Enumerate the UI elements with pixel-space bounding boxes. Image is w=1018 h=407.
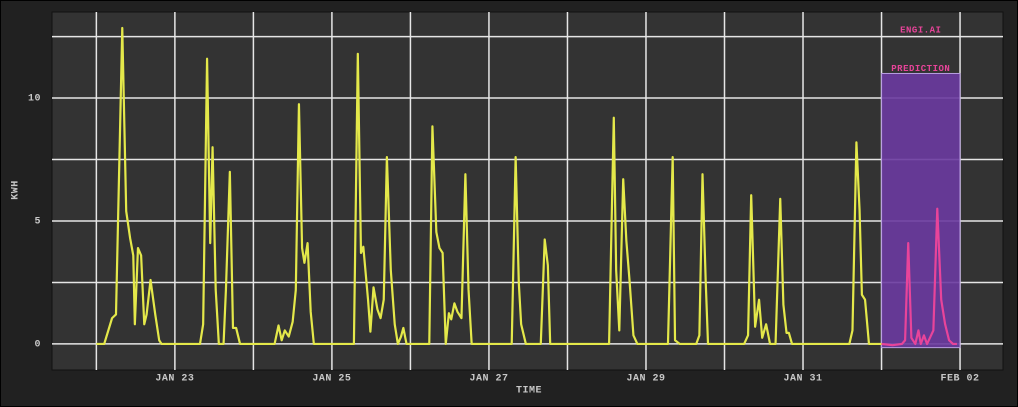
x-axis-label: TIME — [516, 386, 542, 397]
x-tick-label: JAN 31 — [784, 374, 823, 385]
x-tick-label: JAN 25 — [312, 374, 351, 385]
plot-area — [51, 11, 1004, 371]
x-tick-label: JAN 23 — [155, 374, 194, 385]
x-tick-label: JAN 27 — [469, 374, 508, 385]
data-line — [96, 26, 882, 346]
y-axis-label: KWH — [11, 180, 22, 200]
x-tick-label: JAN 29 — [626, 374, 665, 385]
y-tick-label: 10 — [28, 94, 41, 105]
y-tick-label: 0 — [34, 340, 41, 351]
y-tick-label: 5 — [34, 217, 41, 228]
annotation: ENGI.AI — [900, 25, 941, 35]
prediction-region — [881, 72, 961, 349]
data-line — [881, 207, 957, 347]
annotation: PREDICTION — [891, 64, 950, 74]
x-tick-label: FEB 02 — [941, 374, 980, 385]
